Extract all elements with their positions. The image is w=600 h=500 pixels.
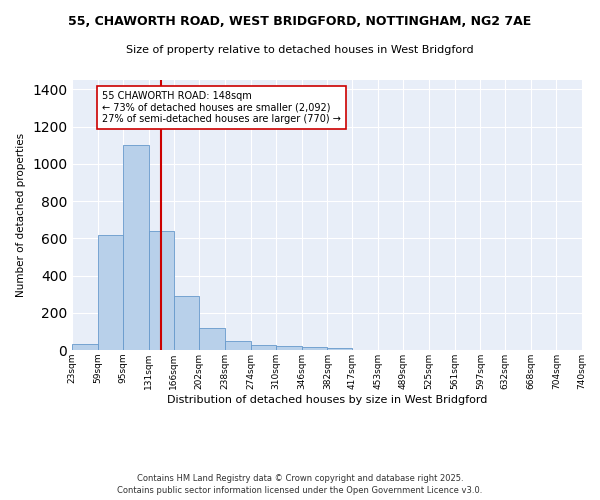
Bar <box>123 145 149 350</box>
Bar <box>174 296 199 350</box>
Text: 55, CHAWORTH ROAD, WEST BRIDGFORD, NOTTINGHAM, NG2 7AE: 55, CHAWORTH ROAD, WEST BRIDGFORD, NOTTI… <box>68 15 532 28</box>
Bar <box>98 234 123 350</box>
Bar <box>72 344 98 350</box>
X-axis label: Distribution of detached houses by size in West Bridgford: Distribution of detached houses by size … <box>167 394 487 404</box>
Bar <box>328 348 352 350</box>
Text: Contains HM Land Registry data © Crown copyright and database right 2025.
Contai: Contains HM Land Registry data © Crown c… <box>118 474 482 495</box>
Text: 55 CHAWORTH ROAD: 148sqm
← 73% of detached houses are smaller (2,092)
27% of sem: 55 CHAWORTH ROAD: 148sqm ← 73% of detach… <box>102 91 341 124</box>
Bar <box>302 347 328 350</box>
Bar <box>149 231 174 350</box>
Y-axis label: Number of detached properties: Number of detached properties <box>16 133 26 297</box>
Text: Size of property relative to detached houses in West Bridgford: Size of property relative to detached ho… <box>126 45 474 55</box>
Bar <box>199 328 225 350</box>
Title: 55, CHAWORTH ROAD, WEST BRIDGFORD, NOTTINGHAM, NG2 7AE: 55, CHAWORTH ROAD, WEST BRIDGFORD, NOTTI… <box>0 499 1 500</box>
Bar <box>276 346 302 350</box>
Bar <box>251 346 276 350</box>
Bar <box>225 340 251 350</box>
